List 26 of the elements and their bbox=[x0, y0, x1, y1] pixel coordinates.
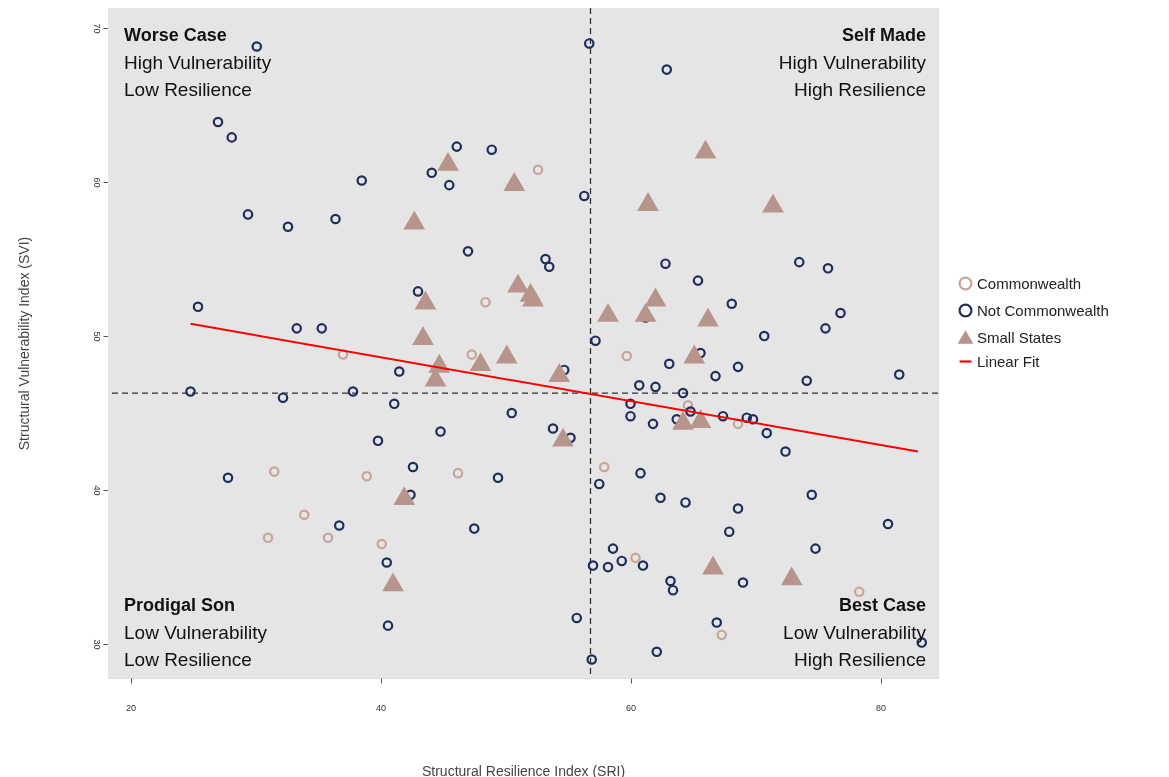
y-tick-label: 30 bbox=[91, 639, 102, 650]
annotation: Low Resilience bbox=[124, 649, 252, 670]
y-tick-label: 50 bbox=[91, 331, 102, 342]
annotation: High Vulnerability bbox=[778, 52, 927, 73]
annotation: Worse Case bbox=[124, 25, 227, 45]
legend-label: Small States bbox=[977, 328, 1062, 346]
annotation: Prodigal Son bbox=[124, 595, 236, 615]
x-tick-label: 40 bbox=[375, 702, 387, 713]
y-axis-title: Structural Vulnerability Index (SVI) bbox=[15, 236, 32, 451]
annotation: High Resilience bbox=[793, 649, 926, 670]
annotation: Low Resilience bbox=[124, 79, 252, 100]
y-tick-label: 70 bbox=[91, 23, 102, 34]
x-tick-label: 20 bbox=[125, 702, 137, 713]
annotation: High Vulnerability bbox=[124, 52, 272, 73]
annotation: Low Vulnerability bbox=[783, 622, 927, 643]
legend-label: Linear Fit bbox=[977, 352, 1041, 370]
x-tick-label: 80 bbox=[875, 702, 887, 713]
annotation: High Resilience bbox=[793, 79, 926, 100]
annotation: Low Vulnerability bbox=[124, 622, 268, 643]
annotation: Self Made bbox=[841, 25, 926, 45]
annotation: Best Case bbox=[838, 595, 926, 615]
x-tick-label: 60 bbox=[625, 702, 637, 713]
legend-label: Commonwealth bbox=[977, 274, 1082, 292]
y-tick-label: 60 bbox=[91, 177, 102, 188]
legend-label: Not Commonwealth bbox=[977, 301, 1109, 319]
y-tick-label: 40 bbox=[91, 485, 102, 496]
